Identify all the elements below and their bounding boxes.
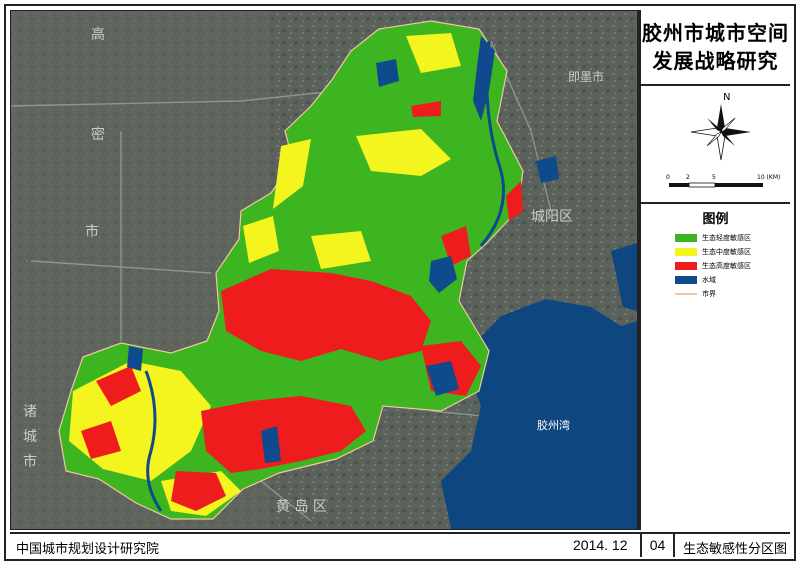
legend-swatch [675,276,697,284]
map-place-labels: 高 密 市 诸 城 市 黄 岛 区 城阳区 即墨市 胶州湾 [23,26,604,515]
label-zhucheng-2: 城 [23,429,37,445]
map-sheet-frame [4,4,796,561]
inland-water [127,36,559,463]
legend-item-medium: 生态中度敏感区 [675,246,751,258]
scale-tick-2: 2 [686,174,690,181]
organization-name: 中国城市规划设计研究院 [16,542,160,557]
label-zhucheng-3: 市 [23,453,37,470]
label-huangdao: 黄 岛 区 [276,498,327,515]
map-canvas: 高 密 市 诸 城 市 黄 岛 区 城阳区 即墨市 胶州湾 [11,11,637,529]
legend-label: 水域 [702,276,716,284]
label-jimo: 即墨市 [568,69,604,84]
high-sensitivity-zones [81,101,523,511]
label-jiaozhou-bay: 胶州湾 [537,418,570,432]
side-panel: 胶州市城市空间 发展战略研究 N 0 2 5 10 [641,10,790,530]
rivers [144,40,505,512]
title-line-1: 胶州市城市空间 [642,21,789,45]
north-label: N [723,92,730,103]
footer-bar: 中国城市规划设计研究院 2014. 12 04 生态敏感性分区图 [10,532,790,557]
legend-swatch [675,234,697,242]
legend-item-high: 生态高度敏感区 [675,260,751,272]
legend-item-boundary: 市界 [675,288,716,300]
sheet-number: 04 [640,534,675,557]
jiaozhou-bay-water [441,299,637,529]
title-line-2: 发展战略研究 [652,49,779,73]
legend: 图例 生态轻度敏感区 生态中度敏感区 生态高度敏感区 水域 市界 [641,204,790,530]
scale-bar: 0 2 5 10 (KM) [666,174,780,188]
scale-tick-0: 0 [666,174,670,181]
label-zhucheng-1: 诸 [23,404,37,420]
label-gaomi-3: 市 [85,223,99,240]
scale-tick-5: 5 [712,174,716,181]
legend-item-low: 生态轻度敏感区 [675,232,751,244]
title-block: 胶州市城市空间 发展战略研究 [641,10,790,86]
legend-label: 市界 [702,290,716,298]
compass-and-scale: N 0 2 5 10 (KM) [641,86,790,204]
legend-swatch [675,262,697,270]
label-chengyang: 城阳区 [531,209,573,225]
date-label: 2014. 12 [573,537,628,553]
north-arrow-icon: N 0 2 5 10 (KM) [666,92,780,188]
legend-item-water: 水域 [675,274,716,286]
scale-tick-10: 10 (KM) [757,174,780,181]
legend-swatch [675,293,697,295]
sheet-name: 生态敏感性分区图 [683,542,788,557]
label-gaomi-2: 密 [91,126,105,143]
legend-label: 生态轻度敏感区 [702,234,751,242]
legend-swatch [675,248,697,256]
legend-label: 生态中度敏感区 [702,248,751,256]
legend-title: 图例 [702,212,729,227]
legend-label: 生态高度敏感区 [702,262,751,270]
map-area[interactable]: 高 密 市 诸 城 市 黄 岛 区 城阳区 即墨市 胶州湾 [10,10,638,530]
label-gaomi-1: 高 [91,26,105,43]
panel-divider [638,10,641,530]
